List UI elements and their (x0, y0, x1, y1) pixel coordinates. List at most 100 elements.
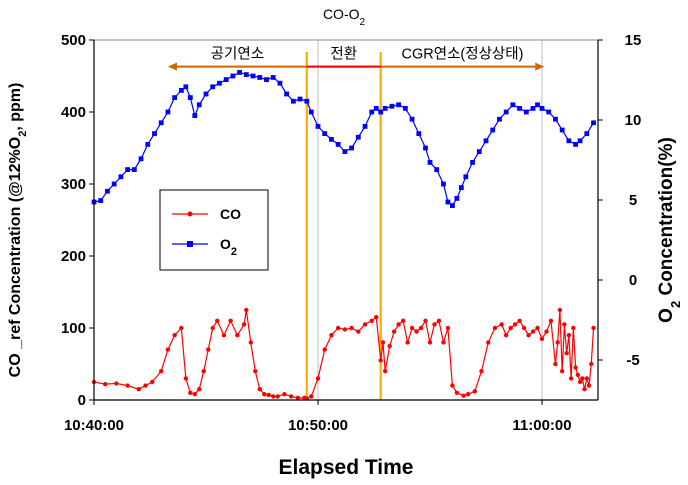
series-co-point-94 (575, 372, 581, 377)
series-co-point-78 (526, 333, 531, 338)
series-co-point-16 (206, 347, 211, 352)
series-co-point-88 (562, 322, 567, 327)
series-co-line (93, 309, 595, 400)
series-o2-point-37 (329, 136, 334, 142)
series-o2-point-32 (297, 96, 303, 102)
series-o2-point-17 (196, 102, 202, 108)
series-co-point-89 (564, 351, 569, 356)
series-co-point-19 (221, 333, 227, 338)
x-tick-label-1: 10:50:00 (288, 417, 348, 434)
series-o2-point-49 (402, 106, 408, 111)
y-axis-left-title: CO _ref Concentration (@12%O2, ppm) (7, 83, 29, 378)
series-co-point-5 (143, 383, 148, 388)
series-o2-point-80 (591, 120, 596, 126)
series-co-point-47 (378, 358, 383, 363)
chart-title-main: CO-O (323, 6, 360, 22)
series-o2-point-46 (382, 106, 388, 111)
series-co-point-31 (282, 392, 287, 397)
series-o2-point-29 (277, 80, 283, 86)
series-co-point-67 (465, 392, 471, 397)
series-co-point-101 (591, 325, 596, 331)
series-o2-point-65 (497, 116, 502, 122)
series-o2-point-21 (223, 77, 229, 82)
series-co-point-33 (295, 395, 301, 401)
series-co-point-97 (582, 387, 587, 392)
x-axis-title: Elapsed Time (278, 456, 413, 479)
y-right-tick-label-4: 15 (625, 32, 642, 49)
series-co-point-72 (499, 322, 504, 327)
series-o2-point-77 (573, 142, 578, 147)
series-o2-point-62 (476, 149, 482, 154)
y-left-tick-label-5: 500 (61, 32, 86, 49)
series-o2-point-34 (308, 109, 314, 115)
series-co-point-73 (503, 333, 509, 338)
series-co-point-76 (517, 318, 522, 323)
series-o2-point-25 (250, 73, 256, 79)
series-o2-point-59 (458, 185, 464, 190)
series-co-point-51 (391, 329, 397, 334)
series-o2-point-44 (373, 106, 379, 111)
series-co-point-46 (374, 315, 379, 320)
legend-marker-0 (187, 211, 193, 217)
series-o2-point-36 (322, 131, 328, 136)
series-co-point-2 (114, 381, 119, 386)
series-co-point-80 (535, 325, 540, 331)
axes: 0 100 200 300 400 500 -5 0 5 10 15 10:40:00 10:50:00… (61, 32, 641, 434)
phase-arrow-head-right (535, 62, 545, 71)
series-co-point-75 (512, 322, 518, 327)
series-co-point-43 (356, 329, 361, 334)
phase-arrow-head-left (167, 62, 177, 71)
series-co-point-37 (315, 376, 321, 381)
series-co-point-64 (450, 383, 455, 388)
series-co-point-17 (210, 325, 215, 331)
series-co-point-49 (383, 369, 388, 374)
series-co-point-82 (544, 329, 549, 334)
series-o2-point-38 (335, 142, 341, 147)
series-o2-point-16 (192, 113, 198, 118)
annotation-air-combustion: 공기연소 (211, 46, 264, 63)
series-co-point-59 (427, 340, 433, 345)
series-co-point-11 (183, 376, 189, 381)
series-o2-point-42 (362, 124, 368, 129)
series-o2-point-75 (559, 127, 565, 133)
series-co-point-48 (380, 340, 386, 345)
series-o2-point-40 (349, 145, 354, 151)
legend-label-main-0: CO (220, 206, 241, 222)
series-co-point-100 (589, 361, 594, 367)
series-co-point-57 (418, 325, 424, 331)
series-o2-point-67 (510, 102, 516, 108)
series-co-point-83 (548, 318, 554, 323)
series-o2-point-6 (131, 167, 137, 172)
series-o2-point-27 (264, 77, 269, 82)
series-o2-point-73 (546, 109, 552, 115)
legend-label-sub-1: 2 (231, 246, 237, 258)
series-co-point-95 (577, 379, 583, 385)
series-o2-point-63 (483, 138, 489, 144)
series-o2-point-56 (445, 199, 451, 205)
series-o2-point-58 (454, 196, 460, 201)
y-left-title-sub: 2 (17, 131, 29, 137)
series-co-point-74 (508, 325, 513, 331)
series-co-point-91 (568, 376, 574, 381)
series-co-point-1 (103, 381, 108, 387)
chart-title: CO-O2 (323, 6, 366, 28)
annotation-transition: 전환 (330, 46, 357, 63)
series-co-point-13 (192, 392, 197, 397)
series-o2-point-4 (118, 174, 124, 180)
series-co-point-40 (335, 325, 341, 331)
series-co-point-56 (414, 329, 419, 334)
series-o2-point-78 (577, 138, 583, 144)
series-co-point-10 (179, 325, 184, 331)
series-co-point-69 (479, 369, 484, 374)
series-o2-point-11 (165, 109, 171, 115)
y-right-tick-label-1: 0 (629, 272, 637, 289)
y-left-title-suffix: , ppm) (7, 83, 24, 131)
series-co-point-24 (248, 340, 253, 345)
series-co-point-86 (557, 307, 563, 313)
series-o2-point-68 (517, 106, 522, 111)
series-co-point-99 (586, 383, 592, 388)
series-co-point-50 (387, 343, 392, 349)
series-o2-point-2 (105, 188, 110, 194)
y-right-tick-label-3: 10 (625, 112, 642, 129)
series-co-point-12 (188, 390, 193, 395)
